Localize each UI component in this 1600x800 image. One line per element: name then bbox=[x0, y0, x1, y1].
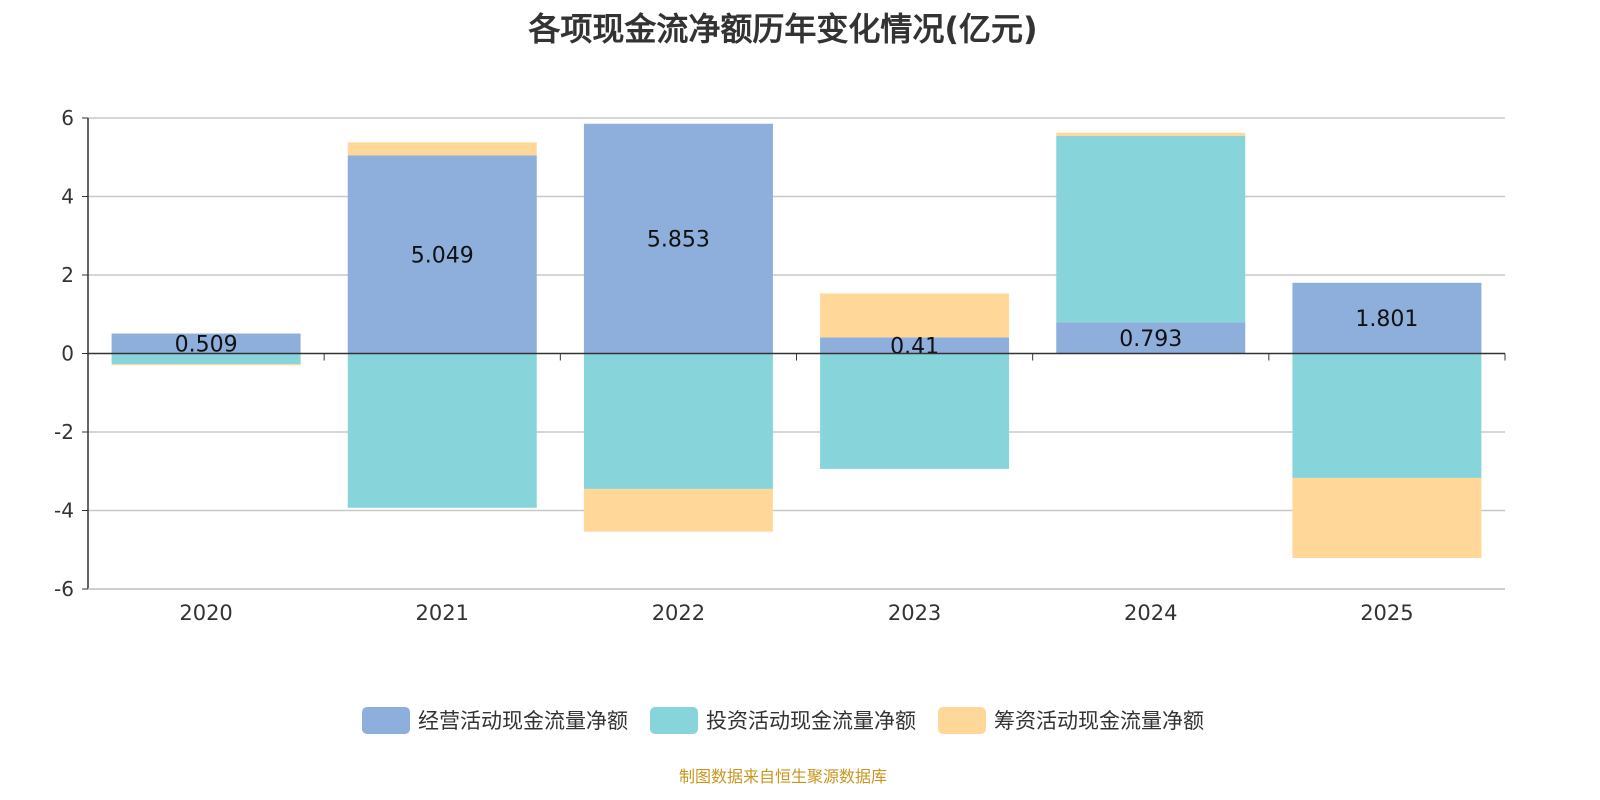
bar-3-2025 bbox=[1292, 477, 1482, 558]
bar-1-2022 bbox=[583, 123, 773, 354]
bar-3-2023 bbox=[820, 293, 1010, 338]
bar-1-2024 bbox=[1056, 322, 1246, 354]
bar-1-2020 bbox=[111, 333, 301, 354]
bar-1-2023 bbox=[820, 337, 1010, 354]
data-label: 0.793 bbox=[1119, 327, 1182, 352]
y-tick-label: 6 bbox=[61, 106, 74, 130]
bar-2-2024 bbox=[1056, 135, 1246, 323]
data-label: 5.049 bbox=[411, 243, 474, 268]
bar-1-2021 bbox=[347, 155, 537, 354]
bar-2-2025 bbox=[1292, 353, 1482, 478]
legend-label: 筹资活动现金流量净额 bbox=[994, 709, 1204, 733]
bar-2-2022 bbox=[583, 353, 773, 489]
y-tick-label: -4 bbox=[54, 499, 74, 523]
data-label: 5.853 bbox=[647, 228, 710, 253]
bar-3-2024 bbox=[1056, 132, 1246, 136]
legend-item-investing[interactable]: 投资活动现金流量净额 bbox=[650, 705, 916, 735]
legend-swatch bbox=[362, 706, 410, 734]
legend-label: 经营活动现金流量净额 bbox=[418, 709, 628, 733]
legend-label: 投资活动现金流量净额 bbox=[706, 709, 916, 733]
data-label: 1.801 bbox=[1355, 307, 1418, 332]
legend-item-operating[interactable]: 经营活动现金流量净额 bbox=[362, 705, 628, 735]
data-label: 0.41 bbox=[890, 334, 939, 359]
x-tick-label: 2024 bbox=[1124, 601, 1177, 625]
bar-3-2020 bbox=[111, 364, 301, 366]
y-tick-label: 0 bbox=[61, 342, 74, 366]
bar-2-2020 bbox=[111, 353, 301, 365]
legend-swatch bbox=[650, 706, 698, 734]
x-tick-label: 2023 bbox=[888, 601, 941, 625]
legend-item-financing[interactable]: 筹资活动现金流量净额 bbox=[938, 705, 1204, 735]
x-tick-label: 2020 bbox=[179, 601, 232, 625]
bar-2-2021 bbox=[347, 353, 537, 508]
bar-1-2025 bbox=[1292, 282, 1482, 354]
x-tick-label: 2025 bbox=[1360, 601, 1413, 625]
bar-3-2022 bbox=[583, 488, 773, 532]
x-tick-label: 2021 bbox=[416, 601, 469, 625]
bar-3-2021 bbox=[347, 142, 537, 156]
y-tick-label: -2 bbox=[54, 420, 74, 444]
chart-title: 各项现金流净额历年变化情况(亿元) bbox=[528, 10, 1038, 48]
y-tick-label: -6 bbox=[54, 577, 74, 601]
y-tick-label: 2 bbox=[61, 263, 74, 287]
source-note: 制图数据来自恒生聚源数据库 bbox=[678, 767, 887, 786]
x-tick-label: 2022 bbox=[652, 601, 705, 625]
bar-2-2023 bbox=[820, 353, 1010, 469]
legend: 经营活动现金流量净额 投资活动现金流量净额 筹资活动现金流量净额 bbox=[0, 705, 1566, 735]
legend-swatch bbox=[938, 706, 986, 734]
y-tick-label: 4 bbox=[61, 185, 74, 209]
